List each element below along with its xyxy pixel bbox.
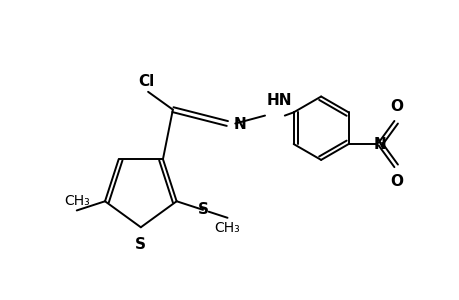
Text: HN: HN <box>266 93 292 108</box>
Text: CH₃: CH₃ <box>214 221 240 235</box>
Text: S: S <box>197 202 208 217</box>
Text: S: S <box>135 237 146 252</box>
Text: N: N <box>233 117 246 132</box>
Text: O: O <box>390 174 403 189</box>
Text: Cl: Cl <box>138 74 154 89</box>
Text: N: N <box>373 136 386 152</box>
Text: O: O <box>390 99 403 114</box>
Text: CH₃: CH₃ <box>64 194 90 208</box>
